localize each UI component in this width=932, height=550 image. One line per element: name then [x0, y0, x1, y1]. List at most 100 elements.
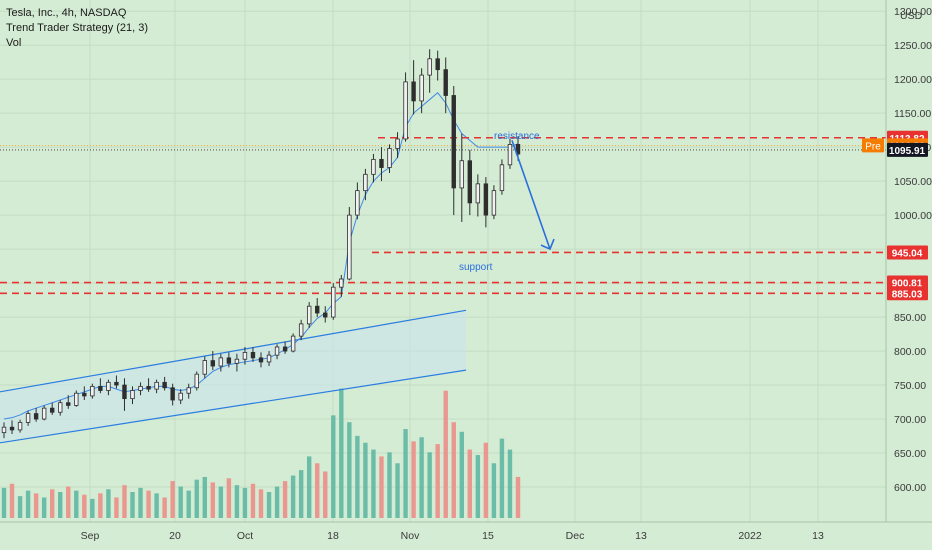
- volume-bar: [274, 486, 280, 518]
- volume-bar: [483, 442, 489, 518]
- candle-body: [82, 392, 87, 397]
- volume-bar: [9, 483, 15, 518]
- candle-body: [114, 381, 119, 386]
- candle-body: [339, 278, 344, 288]
- volume-bar: [347, 422, 352, 518]
- volume-bar: [379, 456, 384, 518]
- candle-body: [499, 164, 505, 192]
- candle-body: [106, 381, 111, 391]
- channel-fill: [0, 310, 466, 443]
- candle-body: [451, 95, 456, 189]
- candle-body: [186, 387, 191, 394]
- candle-body: [242, 352, 248, 360]
- candle-body: [347, 214, 352, 280]
- candle-body: [178, 392, 183, 401]
- volume-bar: [387, 452, 392, 518]
- candle-body: [515, 144, 521, 155]
- legend-indicator[interactable]: Trend Trader Strategy (21, 3): [6, 22, 149, 34]
- volume-bar: [202, 476, 207, 518]
- y-tick-label: 600.00: [894, 482, 926, 494]
- channel-lower: [0, 369, 467, 444]
- candle-body: [138, 386, 143, 391]
- price-level-badge: 885.03: [892, 289, 923, 300]
- candle-body: [218, 357, 224, 367]
- candle-body: [210, 360, 216, 367]
- candle-body: [323, 312, 328, 318]
- volume-bar: [371, 449, 376, 518]
- x-tick-label: 15: [482, 530, 494, 542]
- volume-bar: [122, 485, 127, 518]
- candle-body: [194, 373, 199, 389]
- volume-bar: [49, 489, 55, 518]
- legend-title[interactable]: Tesla, Inc., 4h, NASDAQ: [6, 7, 127, 19]
- volume-bar: [138, 487, 143, 518]
- projection-arrowhead: [540, 238, 555, 251]
- volume-bar: [41, 497, 47, 518]
- candle-body: [419, 74, 424, 102]
- pre-tag: Pre: [865, 141, 881, 152]
- candle-body: [427, 58, 432, 76]
- y-tick-label: 850.00: [894, 312, 926, 324]
- candle-body: [443, 69, 448, 96]
- candle-body: [90, 386, 95, 397]
- volume-bar: [427, 452, 432, 518]
- volume-bar: [234, 485, 240, 518]
- volume-bar: [1, 487, 7, 518]
- candle-body: [146, 386, 151, 390]
- candle-body: [226, 357, 232, 364]
- volume-bar: [459, 431, 464, 518]
- candle-body: [507, 144, 513, 166]
- candle-body: [266, 354, 272, 363]
- candle-body: [459, 160, 464, 189]
- x-tick-label: 13: [812, 530, 824, 542]
- volume-bar: [499, 438, 505, 518]
- volume-bar: [290, 475, 296, 518]
- candle-body: [41, 407, 47, 420]
- volume-bar: [186, 490, 191, 518]
- volume-bar: [315, 463, 320, 518]
- volume-bar: [162, 497, 167, 518]
- x-tick-label: 18: [327, 530, 339, 542]
- volume-bar: [194, 479, 199, 518]
- volume-bar: [242, 487, 248, 518]
- volume-bar: [58, 492, 63, 518]
- volume-bar: [146, 490, 151, 518]
- volume-bar: [17, 496, 23, 518]
- volume-bar: [90, 498, 95, 518]
- candle-body: [387, 148, 392, 168]
- candle-body: [379, 158, 384, 168]
- candle-body: [98, 386, 103, 391]
- volume-bar: [218, 486, 224, 518]
- volume-bar: [66, 486, 71, 518]
- volume-bar: [419, 437, 424, 518]
- candle-body: [395, 138, 400, 149]
- y-tick-label: 700.00: [894, 414, 926, 426]
- candle-body: [435, 58, 440, 71]
- legend-volume[interactable]: Vol: [6, 37, 22, 49]
- volume-bar: [475, 455, 481, 518]
- candle-body: [130, 390, 135, 400]
- y-tick-label: 1150.00: [894, 108, 931, 120]
- candle-body: [363, 173, 368, 192]
- x-tick-label: Oct: [237, 530, 253, 542]
- volume-bar: [130, 492, 135, 518]
- candle-body: [282, 346, 288, 352]
- volume-bar: [323, 471, 328, 518]
- candle-body: [66, 402, 71, 406]
- candle-body: [475, 183, 481, 204]
- volume-bar: [403, 429, 408, 518]
- volume-bar: [74, 490, 79, 518]
- candle-body: [154, 381, 159, 390]
- pre-tag-bg: [862, 138, 884, 153]
- y-tick-label: 1050.00: [894, 176, 932, 188]
- candle-body: [298, 323, 304, 337]
- candle-body: [331, 286, 336, 318]
- annotation-resistance: resistance: [494, 131, 540, 142]
- volume-bar: [443, 390, 448, 518]
- volume-bar: [178, 486, 183, 518]
- last-price-badge: 1095.91: [889, 146, 926, 157]
- candle-body: [170, 387, 175, 401]
- candle-body: [33, 413, 39, 420]
